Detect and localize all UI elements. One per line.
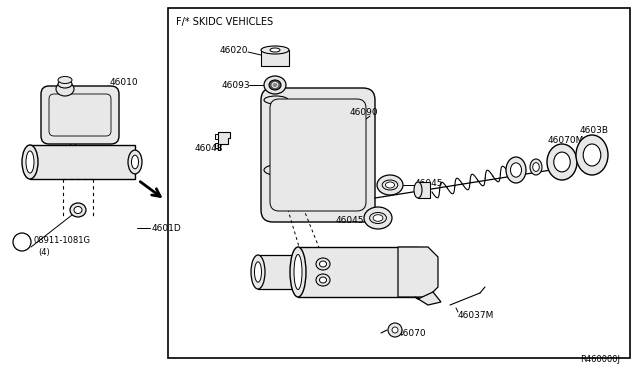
- Text: 46048: 46048: [195, 144, 223, 153]
- Ellipse shape: [583, 144, 601, 166]
- Ellipse shape: [316, 274, 330, 286]
- Ellipse shape: [506, 157, 526, 183]
- Text: 46045: 46045: [415, 179, 444, 187]
- Text: 4601D: 4601D: [152, 224, 182, 232]
- Ellipse shape: [511, 163, 522, 177]
- FancyBboxPatch shape: [41, 86, 119, 144]
- Ellipse shape: [264, 165, 288, 175]
- Bar: [215, 143, 218, 148]
- Text: 46070: 46070: [398, 330, 427, 339]
- Text: 46010: 46010: [110, 77, 139, 87]
- Ellipse shape: [316, 258, 330, 270]
- Ellipse shape: [319, 277, 326, 283]
- Bar: [30, 145, 135, 179]
- Text: 46020: 46020: [220, 45, 248, 55]
- Circle shape: [392, 327, 398, 333]
- Text: N: N: [19, 237, 25, 247]
- Ellipse shape: [373, 215, 383, 221]
- Ellipse shape: [530, 159, 542, 175]
- Circle shape: [13, 233, 31, 251]
- Text: 46045: 46045: [336, 215, 365, 224]
- Bar: [168, 8, 630, 358]
- Text: R460000J: R460000J: [580, 356, 620, 365]
- Ellipse shape: [58, 80, 72, 88]
- Ellipse shape: [294, 254, 302, 289]
- Ellipse shape: [272, 83, 278, 87]
- Ellipse shape: [532, 163, 540, 171]
- Ellipse shape: [547, 144, 577, 180]
- Ellipse shape: [364, 207, 392, 229]
- Bar: [215, 134, 218, 139]
- Ellipse shape: [74, 206, 82, 214]
- Ellipse shape: [264, 96, 288, 104]
- FancyBboxPatch shape: [261, 88, 375, 222]
- Ellipse shape: [128, 150, 142, 174]
- Ellipse shape: [377, 175, 403, 195]
- Ellipse shape: [56, 82, 74, 96]
- Ellipse shape: [58, 77, 72, 83]
- Ellipse shape: [22, 145, 38, 179]
- Ellipse shape: [414, 182, 422, 198]
- Ellipse shape: [261, 46, 289, 54]
- Ellipse shape: [264, 76, 286, 94]
- Ellipse shape: [290, 247, 306, 297]
- FancyBboxPatch shape: [49, 94, 111, 136]
- Ellipse shape: [385, 182, 394, 188]
- Polygon shape: [415, 292, 441, 305]
- Ellipse shape: [319, 261, 326, 267]
- Ellipse shape: [70, 203, 86, 217]
- Ellipse shape: [576, 135, 608, 175]
- Text: 46090: 46090: [350, 108, 379, 116]
- Ellipse shape: [131, 155, 138, 169]
- Ellipse shape: [554, 152, 570, 172]
- Bar: [264, 100, 288, 170]
- Text: F/* SKIDC VEHICLES: F/* SKIDC VEHICLES: [176, 17, 273, 27]
- Ellipse shape: [270, 48, 280, 52]
- Ellipse shape: [370, 212, 387, 224]
- Polygon shape: [398, 247, 438, 297]
- Text: (4): (4): [38, 248, 50, 257]
- Text: 46093: 46093: [222, 80, 251, 90]
- Text: 08911-1081G: 08911-1081G: [33, 235, 90, 244]
- Bar: [258, 255, 298, 289]
- Text: 46037M: 46037M: [458, 311, 494, 321]
- Ellipse shape: [251, 255, 265, 289]
- Circle shape: [388, 323, 402, 337]
- Bar: [261, 50, 289, 66]
- FancyBboxPatch shape: [270, 99, 366, 211]
- Text: 4603B: 4603B: [580, 125, 609, 135]
- Ellipse shape: [382, 180, 398, 190]
- Text: 46070M: 46070M: [548, 135, 584, 144]
- Ellipse shape: [269, 80, 281, 90]
- Ellipse shape: [26, 151, 34, 173]
- Bar: [298, 247, 418, 297]
- Bar: [418, 182, 430, 198]
- Ellipse shape: [255, 262, 262, 282]
- Polygon shape: [218, 132, 230, 150]
